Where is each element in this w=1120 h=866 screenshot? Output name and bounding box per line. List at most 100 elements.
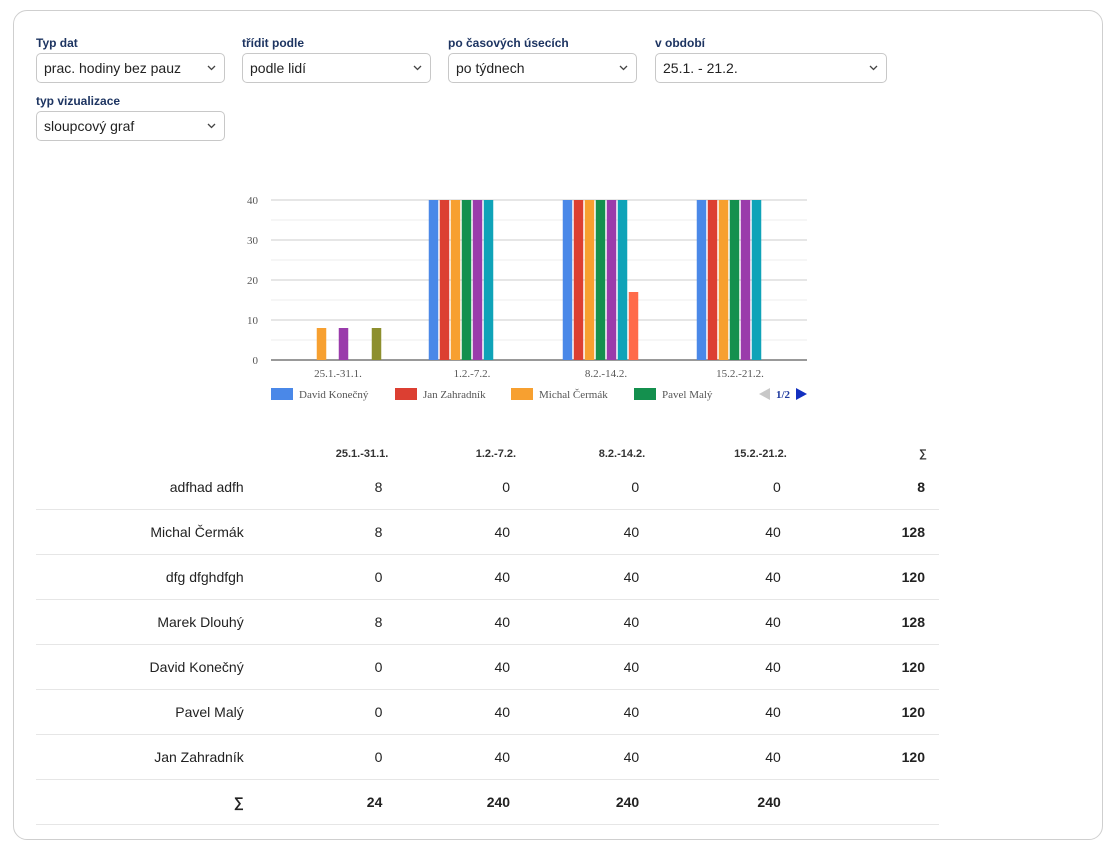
row-total: 120	[794, 644, 939, 690]
bar	[606, 200, 617, 360]
x-tick-label: 1.2.-7.2.	[454, 368, 491, 380]
filter-label: v období	[655, 36, 705, 50]
data-type-select[interactable]: prac. hodiny bez pauz	[36, 53, 225, 83]
filter-time-slices: po časových úsecích po týdnech	[448, 36, 637, 83]
row-name: David Konečný	[36, 644, 256, 690]
row-total: 120	[794, 554, 939, 600]
table-header-row: 25.1.-31.1. 1.2.-7.2. 8.2.-14.2. 15.2.-2…	[36, 443, 939, 465]
bar	[483, 200, 494, 360]
report-panel: Typ dat prac. hodiny bez pauz třídit pod…	[13, 10, 1103, 840]
table-row: Marek Dlouhý 8 40 40 40 128	[36, 599, 939, 645]
bar	[617, 200, 628, 360]
time-slices-select[interactable]: po týdnech	[448, 53, 637, 83]
legend-label: David Konečný	[299, 389, 369, 401]
row-total: 128	[794, 509, 939, 555]
cell-value: 40	[653, 689, 795, 735]
legend-label: Michal Čermák	[539, 389, 608, 401]
cell-value: 40	[653, 554, 795, 600]
cell-value: 40	[396, 554, 525, 600]
y-tick-label: 20	[247, 275, 259, 287]
filter-label: typ vizualizace	[36, 94, 121, 108]
filter-sort-by: třídit podle podle lidí	[242, 36, 431, 83]
cell-value: 0	[255, 644, 397, 690]
row-name: Michal Čermák	[36, 509, 256, 555]
cell-value: 40	[653, 734, 795, 780]
legend-swatch	[634, 388, 656, 400]
sum-value: 24	[255, 779, 397, 825]
filter-label: po časových úsecích	[448, 36, 569, 50]
legend-swatch	[395, 388, 417, 400]
bar	[729, 200, 740, 360]
bar	[338, 328, 349, 360]
row-name: dfg dfghdfgh	[36, 554, 256, 600]
legend-label: Jan Zahradník	[423, 389, 486, 401]
bar	[740, 200, 751, 360]
cell-value: 0	[396, 465, 525, 510]
legend-label: Pavel Malý	[662, 389, 713, 401]
chevron-down-icon	[619, 54, 628, 71]
cell-value: 0	[255, 734, 397, 780]
bar	[428, 200, 439, 360]
select-value: sloupcový graf	[44, 118, 135, 134]
cell-value: 40	[396, 599, 525, 645]
bar	[562, 200, 573, 360]
row-name: Jan Zahradník	[36, 734, 256, 780]
period-select[interactable]: 25.1. - 21.2.	[655, 53, 887, 83]
bar	[584, 200, 595, 360]
cell-value: 40	[396, 734, 525, 780]
bar	[628, 292, 639, 360]
row-name: Pavel Malý	[36, 689, 256, 735]
row-name: adfhad adfh	[36, 465, 256, 510]
y-tick-label: 40	[247, 195, 259, 207]
table-row: David Konečný 0 40 40 40 120	[36, 644, 939, 690]
chevron-down-icon	[413, 54, 422, 71]
x-tick-label: 25.1.-31.1.	[314, 368, 362, 380]
cell-value: 40	[524, 734, 654, 780]
header-col: 15.2.-21.2.	[734, 448, 787, 460]
header-col: 8.2.-14.2.	[598, 448, 646, 460]
header-col: 25.1.-31.1.	[335, 448, 389, 460]
select-value: po týdnech	[456, 60, 525, 76]
cell-value: 40	[396, 509, 525, 555]
x-tick-label: 8.2.-14.2.	[585, 368, 627, 380]
cell-value: 40	[396, 689, 525, 735]
legend-swatch	[511, 388, 533, 400]
bar	[472, 200, 483, 360]
header-total: ∑	[919, 448, 927, 460]
sum-row: ∑ 24 240 240 240	[36, 779, 939, 825]
cell-value: 40	[653, 599, 795, 645]
y-tick-label: 0	[253, 355, 259, 367]
bar	[595, 200, 606, 360]
select-value: 25.1. - 21.2.	[663, 60, 738, 76]
filter-data-type: Typ dat prac. hodiny bez pauz	[36, 36, 225, 83]
legend-swatch	[271, 388, 293, 400]
visualization-select[interactable]: sloupcový graf	[36, 111, 225, 141]
bar	[316, 328, 327, 360]
row-total: 120	[794, 689, 939, 735]
cell-value: 40	[524, 554, 654, 600]
sum-value: 240	[396, 779, 525, 825]
cell-value: 8	[255, 465, 397, 510]
row-total: 8	[794, 465, 939, 510]
y-tick-label: 30	[247, 235, 259, 247]
cell-value: 40	[524, 689, 654, 735]
cell-value: 40	[524, 599, 654, 645]
filter-period: v období 25.1. - 21.2.	[655, 36, 887, 83]
row-name: Marek Dlouhý	[36, 599, 256, 645]
sum-value: 240	[653, 779, 795, 825]
sort-by-select[interactable]: podle lidí	[242, 53, 431, 83]
bar-chart: 0 10 20 30 40 25.1.-31.1. 1.2.-7.2. 8.2.-14.2. 1…	[247, 195, 807, 401]
cell-value: 0	[653, 465, 795, 510]
table-row: dfg dfghdfgh 0 40 40 40 120	[36, 554, 939, 600]
cell-value: 40	[653, 509, 795, 555]
cell-value: 8	[255, 509, 397, 555]
bar	[371, 328, 382, 360]
cell-value: 8	[255, 599, 397, 645]
filter-visualization: typ vizualizace sloupcový graf	[36, 94, 225, 141]
sum-empty	[794, 779, 939, 825]
header-name	[36, 443, 256, 465]
bar	[718, 200, 729, 360]
table-row: Michal Čermák 8 40 40 40 128	[36, 509, 939, 555]
header-col: 1.2.-7.2.	[475, 448, 517, 460]
bar	[696, 200, 707, 360]
